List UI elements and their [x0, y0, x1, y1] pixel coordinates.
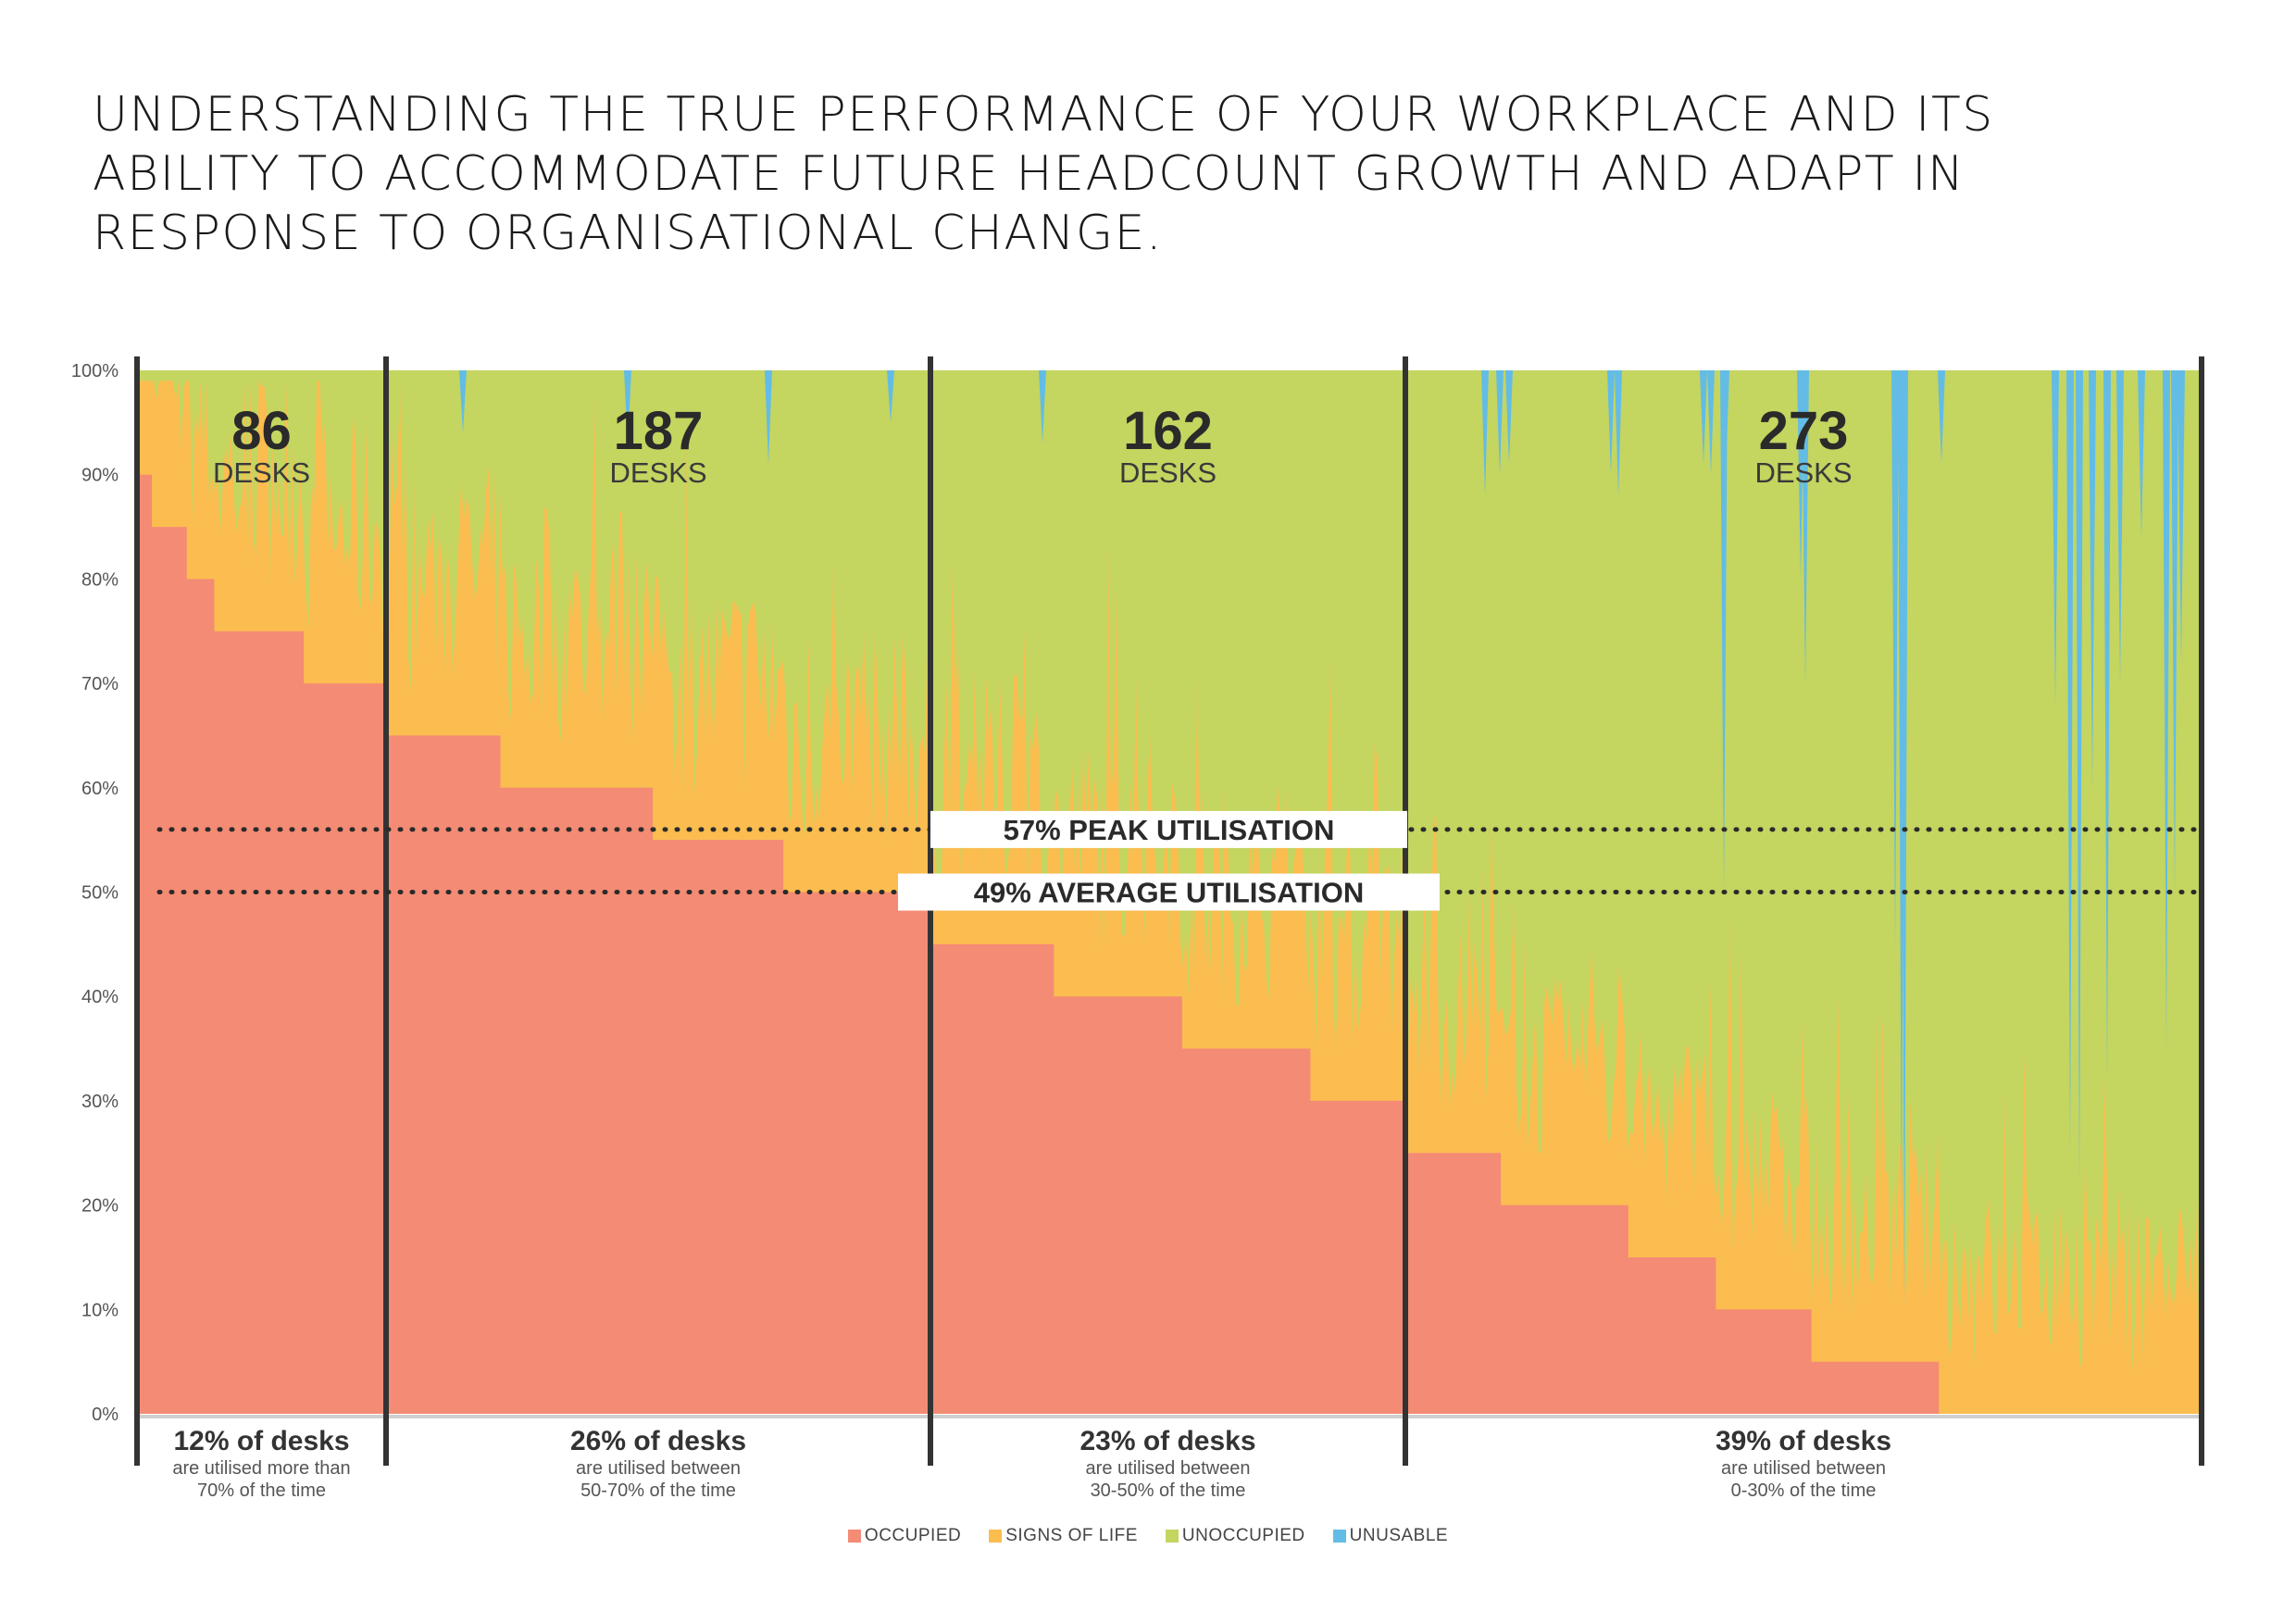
group-desc-3-1: are utilised between — [1086, 1458, 1251, 1479]
desks-label-1: DESKS — [213, 456, 310, 489]
headline-line-1: UNDERSTANDING THE TRUE PERFORMANCE OF YO… — [93, 87, 1994, 143]
unusable-spike — [2052, 370, 2059, 705]
unusable-spike — [1720, 370, 1728, 893]
headline: UNDERSTANDING THE TRUE PERFORMANCE OF YO… — [93, 85, 2129, 263]
group-desc-4-2: 0-30% of the time — [1731, 1480, 1877, 1501]
y-tick-label: 70% — [81, 674, 119, 694]
legend-label-occupied: OCCUPIED — [864, 1526, 962, 1545]
legend-item-unoccupied: UNOCCUPIED — [1165, 1526, 1305, 1546]
reference-label-box-2 — [898, 873, 1440, 911]
occupied-area-2 — [386, 735, 930, 1414]
unusable-spike — [1496, 370, 1504, 475]
y-tick-label: 60% — [81, 779, 119, 799]
unusable-spike — [2171, 370, 2178, 893]
desks-label-2: DESKS — [609, 456, 706, 489]
group-share-4: 39% of desks — [1716, 1426, 1891, 1456]
unusable-spike — [459, 370, 467, 433]
group-desc-2-2: 50-70% of the time — [580, 1480, 736, 1501]
legend-item-occupied: OCCUPIED — [847, 1526, 962, 1546]
legend-swatch-unoccupied — [1165, 1530, 1179, 1543]
occupied-area-3 — [930, 943, 1405, 1414]
y-tick-label: 80% — [81, 569, 119, 590]
legend-swatch-occupied — [847, 1530, 861, 1543]
reference-label-box-1 — [930, 810, 1407, 848]
desk-count-4: 273 — [1759, 401, 1849, 461]
legend-label-unoccupied: UNOCCUPIED — [1181, 1526, 1305, 1545]
reference-label-1: 57% PEAK UTILISATION — [1004, 814, 1335, 846]
y-tick-label: 100% — [71, 361, 119, 381]
occupied-area-4 — [1405, 1153, 2202, 1414]
legend: OCCUPIED SIGNS OF LIFE UNOCCUPIED UNUSAB… — [0, 1526, 2296, 1546]
unusable-spike — [1938, 370, 1945, 465]
group-desc-4-1: are utilised between — [1721, 1458, 1886, 1479]
unusable-spike — [2163, 370, 2170, 1049]
unusable-spike — [2103, 370, 2111, 1081]
y-tick-label: 30% — [81, 1092, 119, 1112]
group-desc-3-2: 30-50% of the time — [1091, 1480, 1246, 1501]
reference-label-2: 49% AVERAGE UTILISATION — [974, 877, 1364, 909]
unusable-spike — [1802, 370, 1809, 684]
legend-item-signs-of-life: SIGNS OF LIFE — [989, 1526, 1138, 1546]
desks-label-3: DESKS — [1119, 456, 1217, 489]
legend-label-unusable: UNUSABLE — [1349, 1526, 1449, 1545]
headline-line-2: ABILITY TO ACCOMMODATE FUTURE HEADCOUNT … — [93, 146, 1965, 202]
unusable-spike — [1707, 370, 1715, 475]
unusable-spike — [2066, 370, 2074, 1154]
unusable-spike — [765, 370, 772, 465]
unusable-spike — [887, 370, 894, 423]
unusable-spike — [1481, 370, 1489, 496]
desk-count-3: 162 — [1123, 401, 1213, 461]
unusable-spike — [1505, 370, 1513, 465]
unusable-spike — [1607, 370, 1615, 475]
desk-count-2: 187 — [614, 401, 704, 461]
unusable-spike — [1615, 370, 1622, 496]
y-tick-label: 20% — [81, 1196, 119, 1217]
y-tick-label: 10% — [81, 1300, 119, 1320]
headline-line-3: RESPONSE TO ORGANISATIONAL CHANGE. — [93, 206, 1164, 261]
unusable-spike — [1891, 370, 1899, 944]
unusable-spike — [1901, 370, 1908, 1310]
occupied-area-1 — [137, 474, 386, 1414]
unusable-spike — [2076, 370, 2083, 1185]
group-share-1: 12% of desks — [173, 1426, 349, 1456]
group-share-2: 26% of desks — [570, 1426, 746, 1456]
unusable-spike — [2089, 370, 2096, 788]
group-share-3: 23% of desks — [1079, 1426, 1255, 1456]
y-tick-label: 90% — [81, 466, 119, 486]
desk-count-1: 86 — [231, 401, 292, 461]
unusable-spike — [1722, 370, 1729, 475]
unusable-spike — [2138, 370, 2145, 538]
unusable-spike — [1039, 370, 1046, 443]
y-tick-label: 0% — [92, 1405, 119, 1425]
legend-item-unusable: UNUSABLE — [1332, 1526, 1449, 1546]
unusable-spike — [2177, 370, 2185, 663]
group-desc-2-1: are utilised between — [576, 1458, 741, 1479]
y-tick-label: 50% — [81, 883, 119, 904]
legend-label-signs-of-life: SIGNS OF LIFE — [1005, 1526, 1138, 1545]
unusable-spike — [1700, 370, 1707, 465]
unusable-spike — [2116, 370, 2124, 684]
legend-swatch-signs-of-life — [989, 1530, 1003, 1543]
desks-label-4: DESKS — [1754, 456, 1852, 489]
legend-swatch-unusable — [1332, 1530, 1346, 1543]
y-tick-label: 40% — [81, 987, 119, 1007]
unusable-spike — [624, 370, 631, 443]
group-desc-1-1: are utilised more than — [172, 1458, 350, 1479]
group-desc-1-2: 70% of the time — [197, 1480, 326, 1501]
